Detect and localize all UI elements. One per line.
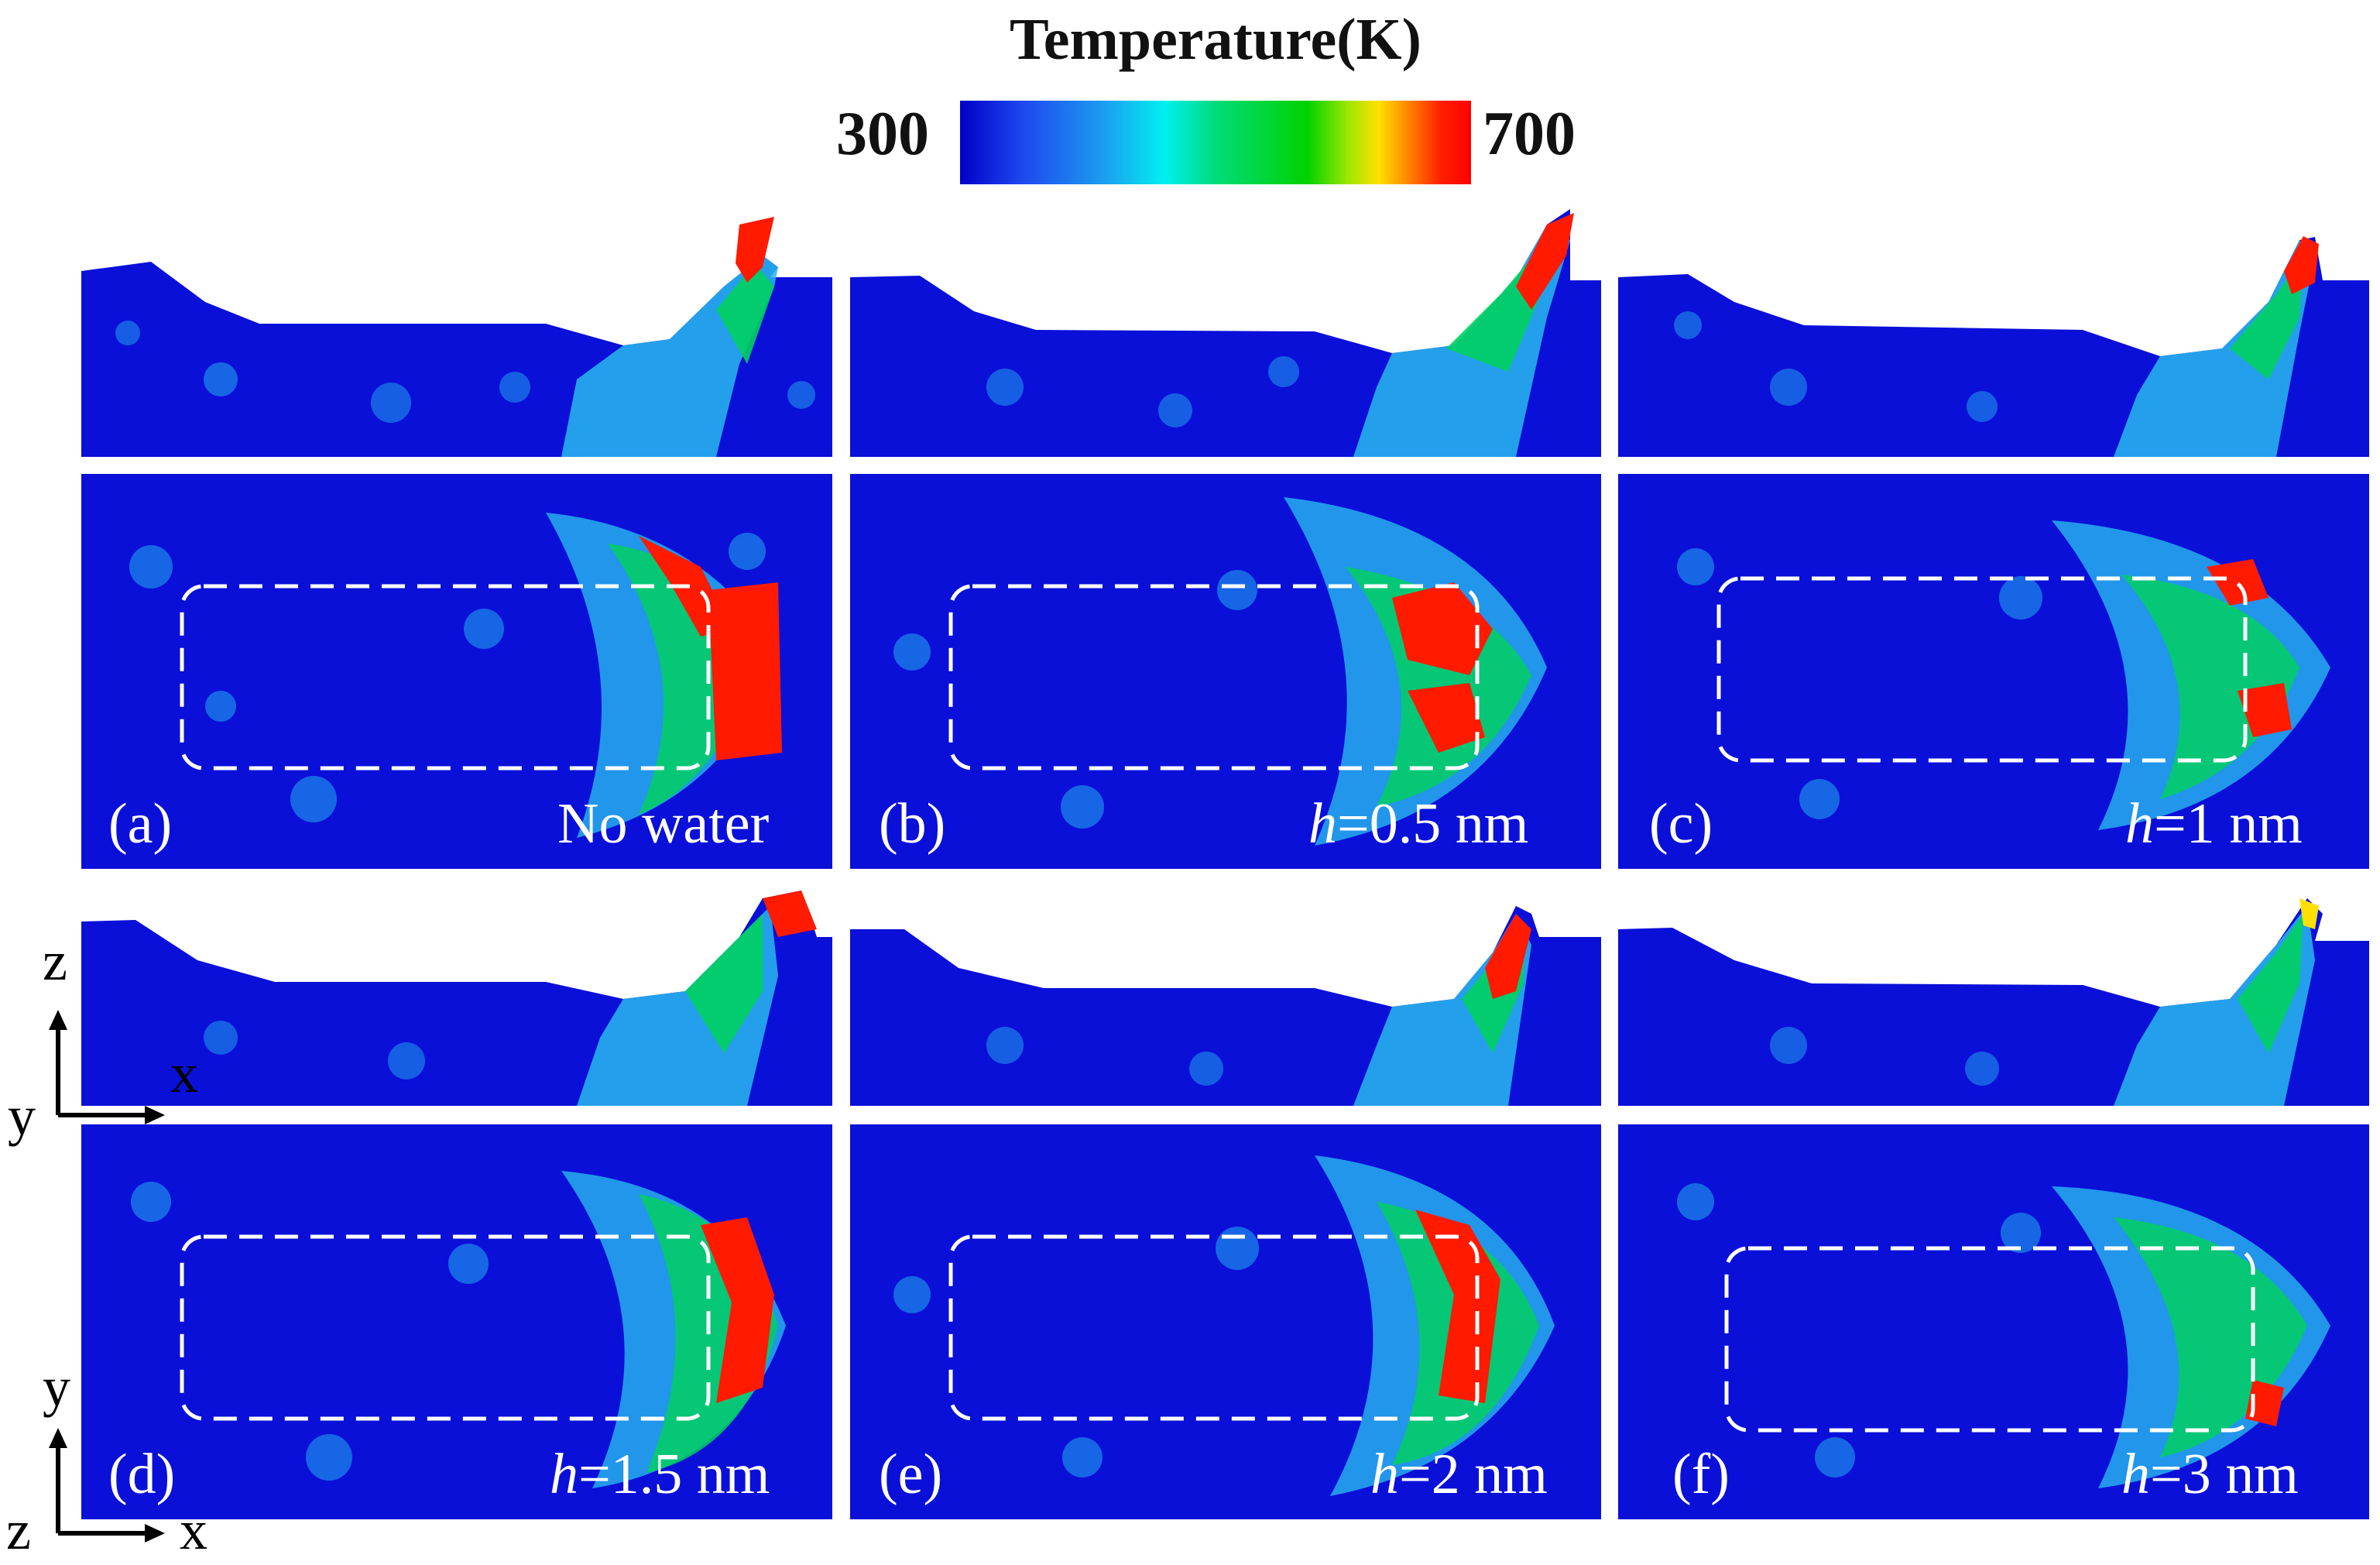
colorbar-gradient [960, 101, 1471, 184]
top-axis-horizontal-label: x [180, 1499, 207, 1561]
colorbar-title: Temperature(K) [1010, 7, 1421, 72]
panel-c-top-view [1618, 474, 2369, 869]
panel-b-tag: (b) [879, 792, 946, 856]
panel-a-side-view [81, 209, 832, 457]
panel-e-top-view [850, 1124, 1601, 1519]
side-view-axes-icon [49, 1010, 165, 1124]
panel-e-side-view [850, 883, 1601, 1106]
panel-d-condition: h=1.5 nm [550, 1443, 770, 1506]
panel-f-side-view [1618, 883, 2369, 1106]
panel-c-side-view [1618, 209, 2369, 457]
panel-f-top-view [1618, 1124, 2369, 1519]
panel-a-top-view [81, 474, 832, 869]
panel-f-condition: h=3 nm [2121, 1443, 2299, 1506]
side-axis-out-label: y [8, 1085, 36, 1147]
panel-d-side-view [81, 883, 832, 1106]
colorbar-max-label: 700 [1483, 100, 1576, 168]
top-axis-vertical-label: y [43, 1356, 70, 1418]
panel-a-tag: (a) [108, 792, 173, 856]
colorbar-min-label: 300 [836, 100, 929, 168]
panel-c-condition: h=1 nm [2125, 792, 2303, 856]
panel-d-top-view [81, 1124, 832, 1519]
panel-e-condition: h=2 nm [1370, 1443, 1548, 1506]
panel-b-condition: h=0.5 nm [1308, 792, 1529, 856]
panel-c-tag: (c) [1649, 792, 1713, 856]
panel-d-tag: (d) [108, 1443, 176, 1506]
panel-e-tag: (e) [879, 1443, 943, 1506]
top-axis-out-label: z [6, 1499, 31, 1561]
side-axis-horizontal-label: x [170, 1042, 198, 1104]
top-view-axes-icon [49, 1428, 165, 1543]
side-axis-vertical-label: z [43, 930, 67, 992]
panel-b-top-view [850, 474, 1601, 869]
panel-f-tag: (f) [1672, 1443, 1730, 1506]
panel-a-condition: No water [557, 792, 770, 856]
panel-b-side-view [850, 209, 1601, 457]
